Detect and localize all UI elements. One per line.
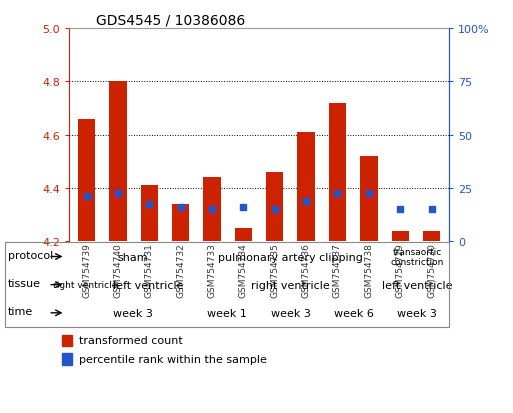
Bar (329, 103, 346, 242)
Text: left ventricle: left ventricle (382, 280, 452, 290)
Text: week 6: week 6 (334, 308, 374, 318)
Text: percentile rank within the sample: percentile rank within the sample (79, 354, 267, 364)
Text: week 3: week 3 (397, 308, 437, 318)
Bar (141, 186, 158, 242)
Text: sham: sham (117, 252, 148, 262)
Bar (360, 157, 378, 242)
Bar (63, 354, 72, 365)
Text: GDS4545 / 10386086: GDS4545 / 10386086 (96, 14, 245, 28)
Bar (203, 178, 221, 242)
Text: pulmonary artery clipping: pulmonary artery clipping (218, 252, 363, 262)
Text: transformed count: transformed count (79, 335, 183, 346)
Bar (235, 228, 252, 242)
Text: week 3: week 3 (112, 308, 152, 318)
Bar (391, 231, 409, 242)
Text: protocol: protocol (8, 251, 53, 261)
Text: week 1: week 1 (207, 308, 247, 318)
Text: transaortic
constriction: transaortic constriction (390, 247, 444, 266)
Bar (63, 335, 72, 346)
Text: right ventricle: right ventricle (251, 280, 330, 290)
Bar (266, 173, 283, 242)
Bar (298, 133, 315, 242)
Text: right ventricle: right ventricle (53, 280, 117, 290)
Bar (109, 82, 127, 242)
Bar (172, 204, 189, 242)
Bar (423, 231, 440, 242)
Text: left ventricle: left ventricle (113, 280, 184, 290)
Text: week 3: week 3 (271, 308, 311, 318)
Bar (78, 119, 95, 242)
Text: time: time (8, 307, 33, 317)
Text: tissue: tissue (8, 279, 41, 289)
